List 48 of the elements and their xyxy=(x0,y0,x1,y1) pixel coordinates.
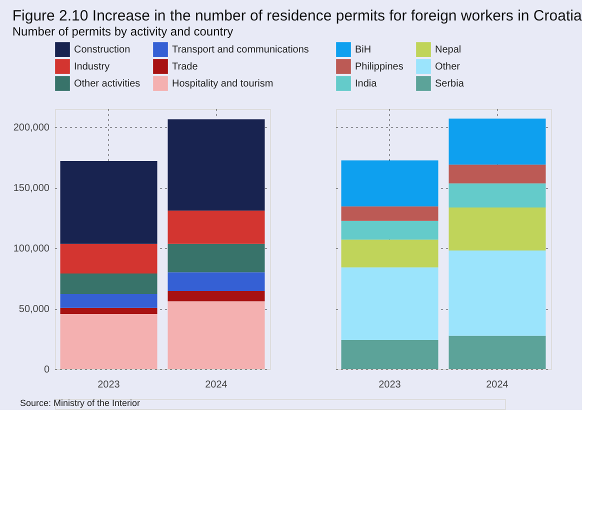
bar xyxy=(448,183,546,208)
bar xyxy=(341,267,438,340)
bar xyxy=(168,244,265,272)
bar xyxy=(60,273,158,294)
x-tick-label: 2023 xyxy=(378,380,402,390)
bar xyxy=(168,272,265,291)
bar xyxy=(448,164,546,184)
x-tick-label: 2023 xyxy=(98,380,120,390)
bar xyxy=(448,118,546,165)
bar xyxy=(168,119,265,211)
legend-label: Hospitality and tourism xyxy=(172,78,274,90)
bar xyxy=(341,340,438,369)
x-tick-label: 2024 xyxy=(205,380,228,390)
legend-label: Philippines xyxy=(355,62,404,72)
legend-label: Industry xyxy=(74,62,110,72)
y-tick-label: 150,000 xyxy=(13,183,50,194)
chart-title: Figure 2.10 Increase in the number of residence permits for foreign workers in Croatia xyxy=(12,8,582,24)
bar xyxy=(341,220,438,240)
x-tick-label: 2024 xyxy=(486,380,509,390)
bar xyxy=(341,240,438,268)
legend-label: Other xyxy=(435,62,461,72)
legend-label: Transport and communications xyxy=(172,44,309,56)
bar xyxy=(168,301,265,369)
bar xyxy=(341,206,438,221)
legend-label: Other activities xyxy=(74,78,140,90)
bar xyxy=(60,294,158,308)
legend-label: Construction xyxy=(74,44,130,56)
legend-label: Serbia xyxy=(435,78,464,90)
bar xyxy=(448,208,546,250)
bar xyxy=(448,250,546,336)
bar xyxy=(448,336,546,369)
bar xyxy=(60,314,158,369)
y-tick-label: 200,000 xyxy=(13,122,50,134)
bar xyxy=(60,244,158,274)
y-tick-label: 0 xyxy=(44,364,50,376)
bar xyxy=(60,161,158,244)
y-tick-label: 100,000 xyxy=(13,244,50,255)
legend-label: India xyxy=(355,78,378,90)
y-tick-label: 50,000 xyxy=(18,304,50,316)
source-note: Source: Ministry of the Interior xyxy=(20,398,140,408)
bar xyxy=(168,210,265,244)
legend-label: Nepal xyxy=(435,44,462,56)
legend-label: Trade xyxy=(172,62,198,72)
bar xyxy=(341,160,438,206)
chart-subtitle: Number of permits by activity and country xyxy=(12,24,234,38)
bar xyxy=(168,291,265,302)
bar xyxy=(60,308,158,314)
legend-label: BiH xyxy=(355,44,372,56)
